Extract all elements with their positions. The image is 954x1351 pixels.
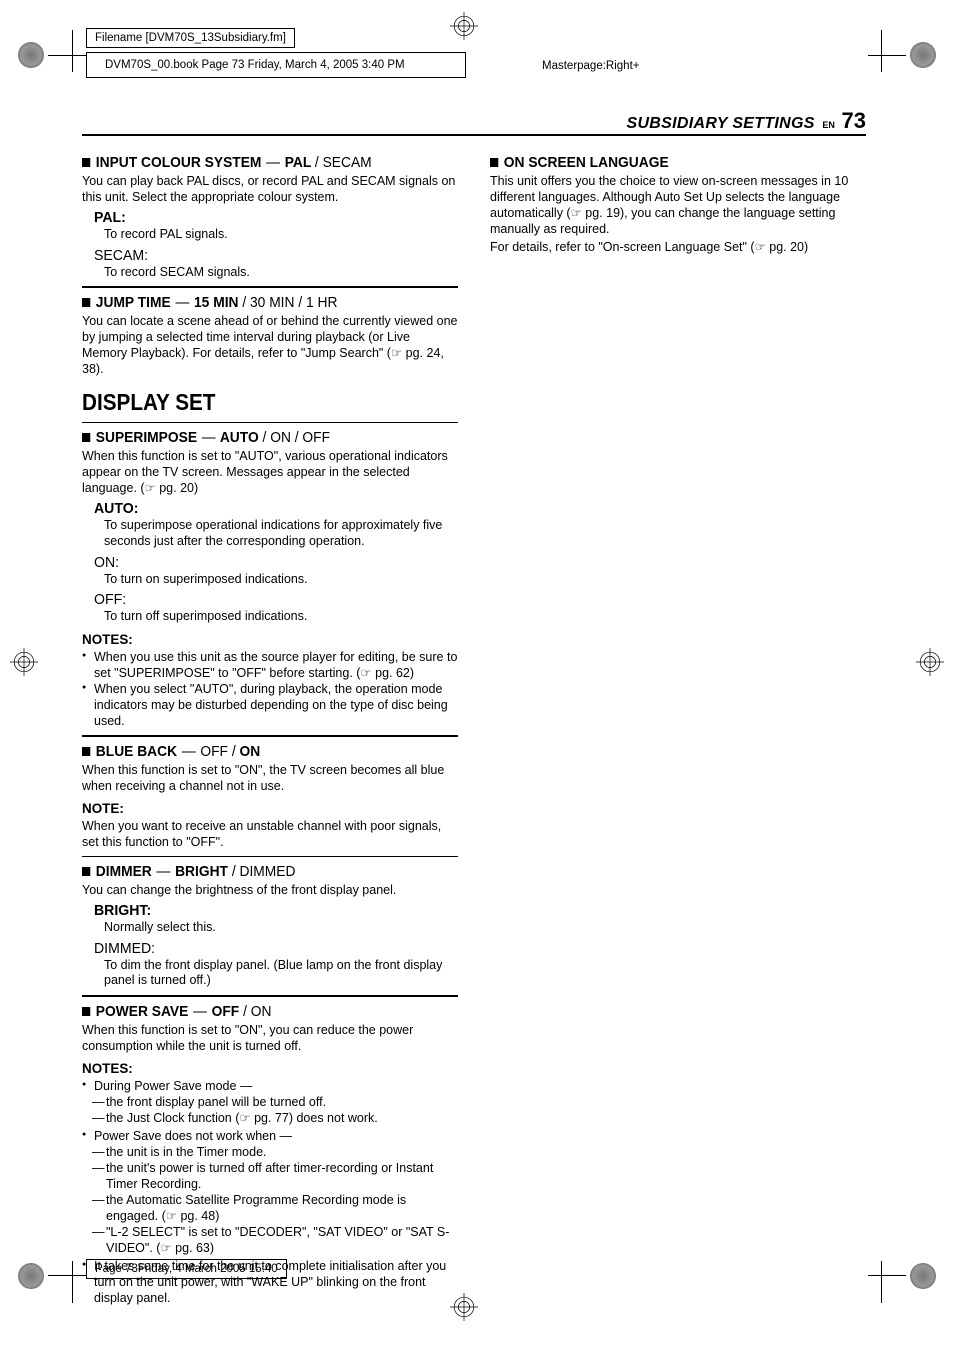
- reg-target: [916, 648, 944, 676]
- setting-power-save: POWER SAVE — OFF / ON: [82, 999, 428, 1020]
- page-number: 73: [842, 108, 866, 133]
- notes-heading: NOTES:: [82, 1060, 443, 1076]
- crop-mark: [48, 55, 86, 56]
- option-dimmed: DIMMED:: [94, 940, 436, 957]
- option-desc: To dim the front display panel. (Blue la…: [104, 958, 458, 989]
- crop-mark: [72, 30, 73, 72]
- dash-item: the unit is in the Timer mode.: [82, 1144, 458, 1160]
- option-on: ON:: [94, 554, 436, 571]
- body-text: This unit offers you the choice to view …: [490, 173, 866, 237]
- body-text: For details, refer to "On-screen Languag…: [490, 239, 866, 255]
- crop-mark: [48, 1275, 86, 1276]
- crop-mark: [72, 1261, 73, 1303]
- dash-item: the Automatic Satellite Programme Record…: [82, 1192, 458, 1224]
- notes-heading: NOTES:: [82, 631, 443, 647]
- notes-list: During Power Save mode —: [82, 1078, 458, 1094]
- body-text: When this function is set to "ON", you c…: [82, 1022, 458, 1054]
- option-desc: To record SECAM signals.: [104, 265, 458, 281]
- dash-item: the Just Clock function (☞ pg. 77) does …: [82, 1110, 458, 1126]
- reg-target: [10, 648, 38, 676]
- masterpage-label: Masterpage:Right+: [542, 60, 640, 72]
- body-text: When this function is set to "AUTO", var…: [82, 448, 458, 496]
- filename-box: Filename [DVM70S_13Subsidiary.fm]: [86, 28, 295, 48]
- header-rule: [82, 134, 866, 136]
- option-secam: SECAM:: [94, 247, 436, 264]
- divider: [82, 422, 458, 424]
- note-text: When you want to receive an unstable cha…: [82, 818, 458, 850]
- book-info: DVM70S_00.book Page 73 Friday, March 4, …: [86, 52, 466, 78]
- reg-circle: [910, 1263, 936, 1289]
- note-item: When you use this unit as the source pla…: [82, 649, 458, 681]
- setting-on-screen-language: ON SCREEN LANGUAGE: [490, 150, 836, 171]
- option-desc: To turn off superimposed indications.: [104, 609, 458, 625]
- reg-circle: [18, 1263, 44, 1289]
- divider: [82, 856, 458, 858]
- display-set-heading: DISPLAY SET: [82, 389, 420, 416]
- right-column: ON SCREEN LANGUAGE This unit offers you …: [490, 150, 866, 1306]
- setting-input-colour: INPUT COLOUR SYSTEM — PAL / SECAM: [82, 150, 428, 171]
- note-item: When you select "AUTO", during playback,…: [82, 681, 458, 729]
- divider: [82, 995, 458, 997]
- notes-list: When you use this unit as the source pla…: [82, 649, 458, 729]
- footer-info: Page 73Friday, 4 March 2005 15:40: [86, 1259, 287, 1279]
- body-text: You can play back PAL discs, or record P…: [82, 173, 458, 205]
- divider: [82, 286, 458, 288]
- option-desc: To record PAL signals.: [104, 227, 458, 243]
- option-desc: To superimpose operational indications f…: [104, 518, 458, 549]
- note-item: Power Save does not work when —: [82, 1128, 458, 1144]
- option-desc: To turn on superimposed indications.: [104, 572, 458, 588]
- option-bright: BRIGHT:: [94, 902, 436, 919]
- option-off: OFF:: [94, 591, 436, 608]
- dash-item: the front display panel will be turned o…: [82, 1094, 458, 1110]
- body-text: You can change the brightness of the fro…: [82, 882, 458, 898]
- reg-target: [450, 12, 478, 40]
- page-header: SUBSIDIARY SETTINGS EN 73: [626, 108, 866, 134]
- option-desc: Normally select this.: [104, 920, 458, 936]
- left-column: INPUT COLOUR SYSTEM — PAL / SECAM You ca…: [82, 150, 458, 1306]
- reg-circle: [18, 42, 44, 68]
- divider: [82, 735, 458, 737]
- setting-dimmer: DIMMER — BRIGHT / DIMMED: [82, 859, 428, 880]
- reg-circle: [910, 42, 936, 68]
- setting-blue-back: BLUE BACK — OFF / ON: [82, 739, 428, 760]
- setting-jump-time: JUMP TIME — 15 MIN / 30 MIN / 1 HR: [82, 290, 428, 311]
- dash-list: the unit is in the Timer mode. the unit'…: [82, 1144, 458, 1256]
- crop-mark: [868, 55, 906, 56]
- body-text: When this function is set to "ON", the T…: [82, 762, 458, 794]
- crop-mark: [868, 1275, 906, 1276]
- content: INPUT COLOUR SYSTEM — PAL / SECAM You ca…: [82, 150, 866, 1306]
- body-text: You can locate a scene ahead of or behin…: [82, 313, 458, 377]
- crop-mark: [881, 30, 882, 72]
- option-auto: AUTO:: [94, 500, 436, 517]
- crop-mark: [881, 1261, 882, 1303]
- dash-item: "L-2 SELECT" is set to "DECODER", "SAT V…: [82, 1224, 458, 1256]
- note-heading: NOTE:: [82, 800, 443, 816]
- note-item: During Power Save mode —: [82, 1078, 458, 1094]
- option-pal: PAL:: [94, 209, 436, 226]
- section-title: SUBSIDIARY SETTINGS: [626, 115, 814, 132]
- lang-code: EN: [822, 120, 835, 130]
- notes-list: Power Save does not work when —: [82, 1128, 458, 1144]
- dash-list: the front display panel will be turned o…: [82, 1094, 458, 1126]
- dash-item: the unit's power is turned off after tim…: [82, 1160, 458, 1192]
- setting-superimpose: SUPERIMPOSE — AUTO / ON / OFF: [82, 425, 428, 446]
